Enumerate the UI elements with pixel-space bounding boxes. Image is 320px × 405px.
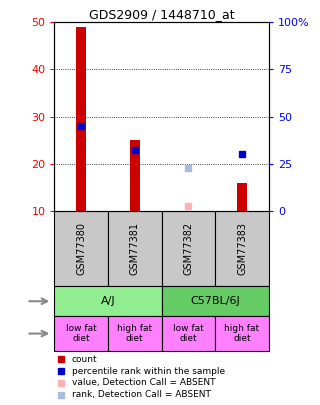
Bar (54, 211, 108, 286)
Bar (54, 286, 162, 316)
Text: GSM77382: GSM77382 (183, 222, 193, 275)
Bar (162, 286, 269, 316)
Text: GSM77381: GSM77381 (130, 222, 140, 275)
Bar (108, 316, 162, 351)
Text: GSM77380: GSM77380 (76, 222, 86, 275)
Text: percentile rank within the sample: percentile rank within the sample (72, 367, 225, 375)
Bar (162, 316, 215, 351)
Text: high fat
diet: high fat diet (117, 324, 152, 343)
Text: GSM77383: GSM77383 (237, 222, 247, 275)
Bar (108, 211, 162, 286)
Text: count: count (72, 355, 97, 364)
Text: A/J: A/J (101, 296, 115, 306)
Text: value, Detection Call = ABSENT: value, Detection Call = ABSENT (72, 378, 215, 388)
Bar (215, 316, 269, 351)
Text: high fat
diet: high fat diet (224, 324, 260, 343)
Bar (215, 211, 269, 286)
Text: low fat
diet: low fat diet (173, 324, 204, 343)
Bar (76, 27, 86, 211)
Text: rank, Detection Call = ABSENT: rank, Detection Call = ABSENT (72, 390, 211, 399)
Bar (237, 183, 247, 211)
Text: C57BL/6J: C57BL/6J (190, 296, 240, 306)
Bar (54, 316, 108, 351)
Text: low fat
diet: low fat diet (66, 324, 97, 343)
Bar (130, 140, 140, 211)
Bar (162, 211, 215, 286)
Title: GDS2909 / 1448710_at: GDS2909 / 1448710_at (89, 8, 235, 21)
